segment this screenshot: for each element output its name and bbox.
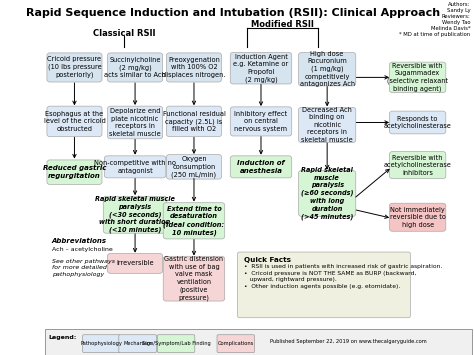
Text: Published September 22, 2019 on www.thecalgaryguide.com: Published September 22, 2019 on www.thec…	[270, 339, 426, 344]
FancyBboxPatch shape	[103, 196, 167, 233]
FancyBboxPatch shape	[237, 252, 410, 318]
Text: Inhibitory effect
on central
nervous system: Inhibitory effect on central nervous sys…	[235, 111, 288, 132]
FancyBboxPatch shape	[299, 53, 356, 86]
Text: Depolarize end
plate nicotinic
receptors in
skeletal muscle: Depolarize end plate nicotinic receptors…	[109, 108, 161, 137]
FancyBboxPatch shape	[299, 107, 356, 142]
Text: Modified RSII: Modified RSII	[251, 20, 314, 29]
Text: Succinylcholine
(2 mg/kg)
acts similar to Ach: Succinylcholine (2 mg/kg) acts similar t…	[104, 57, 166, 78]
FancyBboxPatch shape	[166, 106, 221, 137]
FancyBboxPatch shape	[390, 111, 446, 134]
FancyBboxPatch shape	[390, 62, 446, 93]
FancyBboxPatch shape	[108, 253, 163, 273]
FancyBboxPatch shape	[166, 53, 221, 82]
Text: Esophagus at the
level of the cricoid
obstructed: Esophagus at the level of the cricoid ob…	[44, 111, 105, 132]
FancyBboxPatch shape	[47, 160, 102, 185]
Text: Induction of
anesthesia: Induction of anesthesia	[237, 160, 285, 174]
Text: Rapid skeletal muscle
paralysis
(<30 seconds)
with short duration
(<10 minutes): Rapid skeletal muscle paralysis (<30 sec…	[95, 196, 175, 233]
Text: Abbreviations: Abbreviations	[52, 238, 107, 244]
Text: Ach – acetylcholine: Ach – acetylcholine	[52, 247, 113, 252]
Text: Mechanism: Mechanism	[123, 341, 152, 346]
FancyBboxPatch shape	[390, 152, 446, 179]
FancyBboxPatch shape	[390, 203, 446, 231]
Text: Rapid skeletal
muscle
paralysis
(≥60 seconds)
with long
duration
(>45 minutes): Rapid skeletal muscle paralysis (≥60 sec…	[301, 167, 354, 220]
Text: Irreversible: Irreversible	[116, 261, 154, 266]
FancyBboxPatch shape	[47, 53, 102, 82]
Text: Reversible with
Sugammadex
(selective relaxant
binding agent): Reversible with Sugammadex (selective re…	[387, 62, 448, 92]
Text: Not immediately
reversible due to
high dose: Not immediately reversible due to high d…	[390, 207, 446, 228]
Text: Non-competitive with no
antagonist: Non-competitive with no antagonist	[94, 160, 176, 174]
Text: Decreased Ach
binding on
nicotinic
receptors in
skeletal muscle: Decreased Ach binding on nicotinic recep…	[301, 107, 353, 143]
Text: Legend:: Legend:	[49, 335, 77, 340]
Text: Induction Agent
e.g. Ketamine or
Propofol
(2 mg/kg): Induction Agent e.g. Ketamine or Propofo…	[233, 54, 289, 83]
Text: Oxygen
consumption
(250 mL/min): Oxygen consumption (250 mL/min)	[172, 156, 217, 178]
Text: See other pathways
for more detailed
pathophysiology: See other pathways for more detailed pat…	[52, 259, 115, 277]
FancyBboxPatch shape	[230, 107, 292, 136]
Text: Sign/Symptom/Lab Finding: Sign/Symptom/Lab Finding	[142, 341, 210, 346]
Text: Complications: Complications	[218, 341, 254, 346]
Text: Reversible with
acetylcholinesterase
inhibitors: Reversible with acetylcholinesterase inh…	[384, 154, 452, 176]
FancyBboxPatch shape	[46, 329, 472, 355]
FancyBboxPatch shape	[108, 106, 163, 139]
FancyBboxPatch shape	[166, 155, 221, 179]
FancyBboxPatch shape	[163, 203, 225, 239]
Text: Pathophysiology: Pathophysiology	[81, 341, 122, 346]
FancyBboxPatch shape	[163, 256, 225, 301]
Text: Extend time to
desaturation
(Ideal condition:
10 minutes): Extend time to desaturation (Ideal condi…	[164, 206, 225, 236]
Text: Rapid Sequence Induction and Intubation (RSII): Clinical Approach: Rapid Sequence Induction and Intubation …	[26, 8, 440, 18]
FancyBboxPatch shape	[47, 106, 102, 137]
FancyBboxPatch shape	[230, 156, 292, 178]
Text: Reduced gastric
regurgitation: Reduced gastric regurgitation	[43, 165, 106, 179]
Text: Preoxygenation
with 100% O2
displaces nitrogen.: Preoxygenation with 100% O2 displaces ni…	[162, 57, 226, 78]
FancyBboxPatch shape	[217, 335, 255, 353]
FancyBboxPatch shape	[230, 52, 292, 84]
Text: Gastric distension
with use of bag
valve mask
ventilation
(positive
pressure): Gastric distension with use of bag valve…	[164, 256, 223, 301]
Text: Quick Facts: Quick Facts	[244, 257, 291, 263]
Text: Authors:
Sandy Ly
Reviewers:
Wendy Tao
Melinda Davis*
* MD at time of publicatio: Authors: Sandy Ly Reviewers: Wendy Tao M…	[399, 2, 470, 37]
FancyBboxPatch shape	[82, 335, 120, 353]
FancyBboxPatch shape	[108, 53, 163, 82]
Text: Functional residual
capacity (2.5L) is
filled with O2: Functional residual capacity (2.5L) is f…	[163, 111, 226, 132]
FancyBboxPatch shape	[299, 170, 356, 216]
Text: Classical RSII: Classical RSII	[93, 29, 155, 38]
Text: •  RSII is used in patients with increased risk of gastric aspiration.
•  Cricoi: • RSII is used in patients with increase…	[244, 264, 442, 289]
Text: High dose
Rocuronium
(1 mg/kg)
competitively
antagonizes Ach: High dose Rocuronium (1 mg/kg) competiti…	[300, 51, 355, 87]
Text: Cricoid pressure
(10 lbs pressure
posteriorly): Cricoid pressure (10 lbs pressure poster…	[47, 56, 101, 78]
FancyBboxPatch shape	[119, 335, 156, 353]
Text: Responds to
acetylcholinesterase: Responds to acetylcholinesterase	[384, 116, 452, 129]
FancyBboxPatch shape	[104, 156, 166, 178]
FancyBboxPatch shape	[157, 335, 195, 353]
